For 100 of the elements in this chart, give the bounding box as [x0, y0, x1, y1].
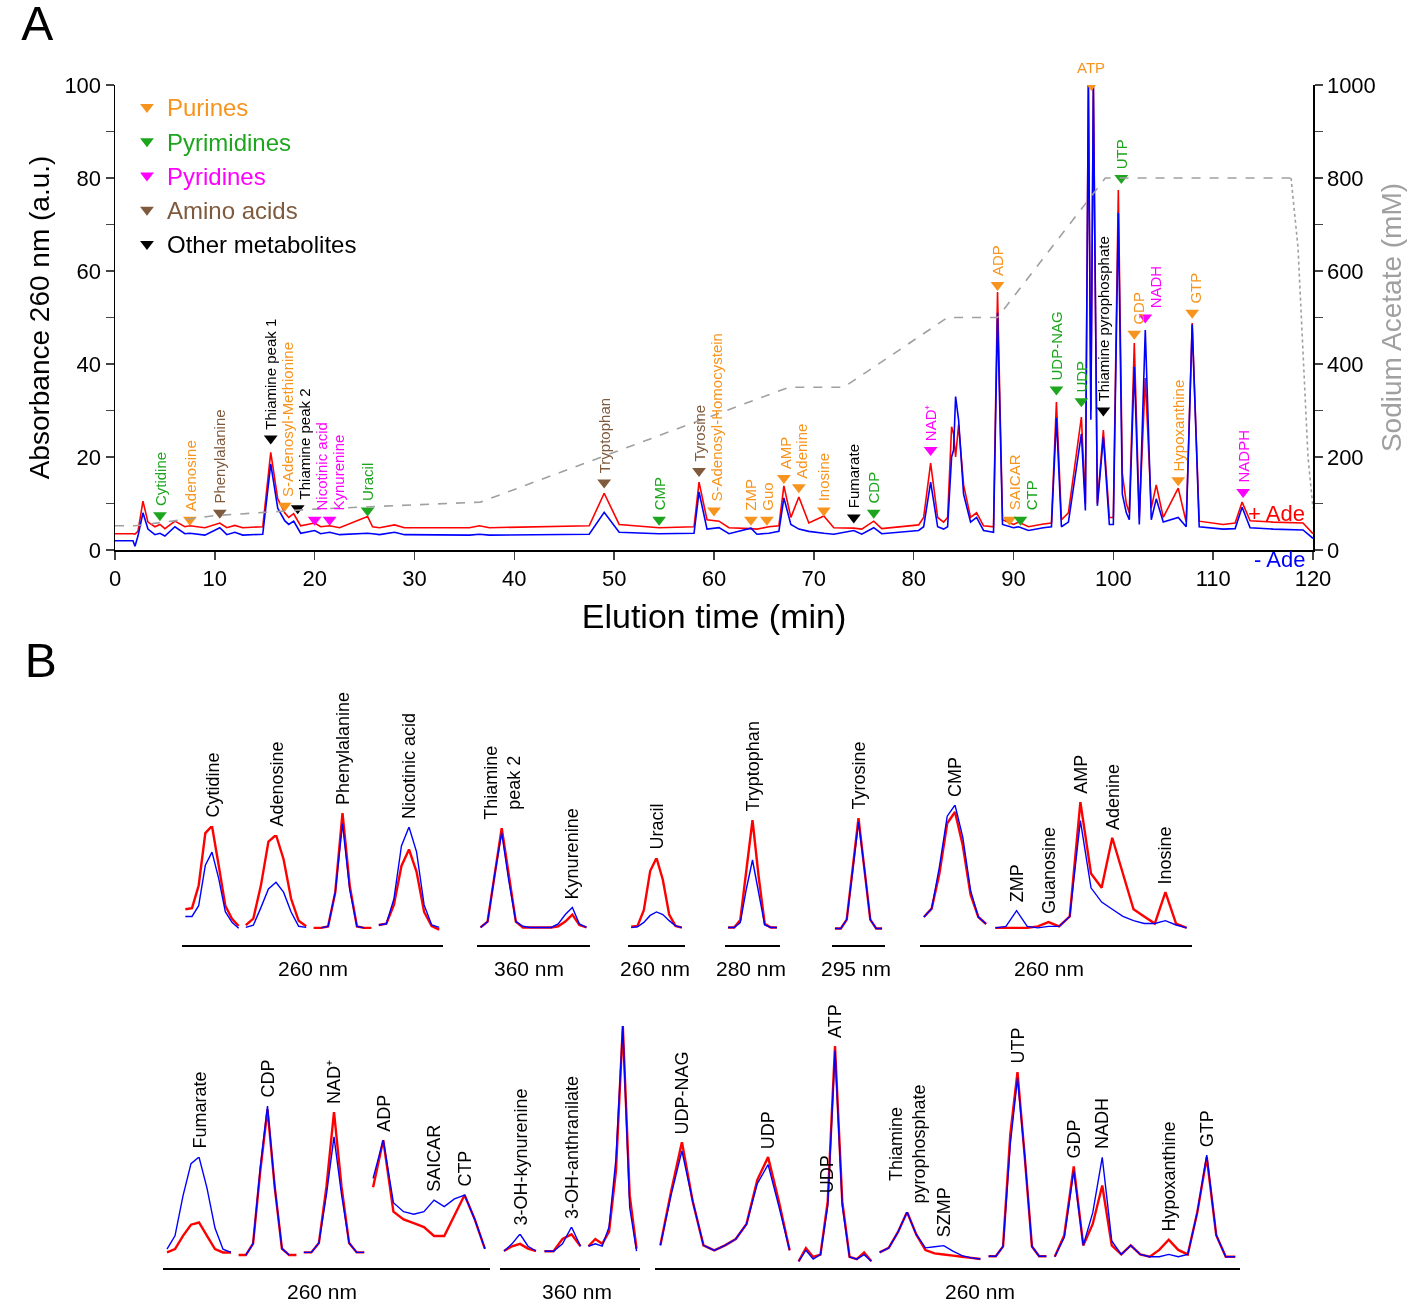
x-axis-title: 295 nm [821, 957, 892, 980]
x-tick-label: 90 [1001, 565, 1026, 591]
text: NADH [1092, 1097, 1113, 1150]
x-tick-label: 20 [302, 565, 327, 591]
x-axis-title: 360 nm [494, 957, 565, 980]
x-tick-label: 30 [402, 565, 427, 591]
annotation: Kynurenine [562, 808, 583, 900]
data-label: CDP [864, 471, 882, 504]
data-label: Kynurenine [329, 434, 347, 511]
annotation: UDP [817, 1155, 838, 1194]
data-label: Inosine [815, 452, 833, 502]
data-label: Tryptophan [596, 397, 614, 474]
annotation: Hypoxanthine [1159, 1121, 1179, 1232]
y-axis-title: Absorbance 260 nm (a.u.) [24, 155, 56, 480]
data-label: Thiamine pyrophosphate [1095, 236, 1113, 402]
y2-tick-label: 1000 [1326, 72, 1376, 98]
data-label: Hypoxanthine [1169, 379, 1187, 472]
y-tick-label: 0 [88, 537, 102, 563]
annotation: SAICAR [424, 1124, 445, 1192]
x-tick-label: 60 [701, 565, 727, 591]
text: GTP [1197, 1110, 1218, 1148]
legend-label: Pyridines [166, 162, 266, 190]
annotation: CTP [454, 1150, 475, 1187]
annotation: GDP [1063, 1119, 1084, 1159]
text: AMP [1070, 754, 1091, 794]
data-label: Adenine [793, 423, 811, 479]
data-label: Nicotinic acid [312, 422, 330, 511]
x-axis-title: 280 nm [716, 957, 787, 980]
x-axis-title: 260 nm [945, 1280, 1016, 1303]
data-label: UDP [1073, 360, 1091, 393]
x-tick-label: 80 [901, 565, 926, 591]
x-tick-label: 70 [801, 565, 827, 591]
data-label: CMP [650, 477, 668, 511]
data-label: Tyrosine [690, 404, 708, 462]
y2-tick-label: 400 [1326, 351, 1364, 377]
data-label: NAD⁺ [922, 404, 940, 442]
annotation: Inosine [1155, 826, 1176, 885]
legend-label: Amino acids [166, 197, 298, 225]
text: Tyrosine [848, 741, 869, 810]
data-label: Fumarate [845, 444, 863, 509]
y2-tick-label: 200 [1326, 444, 1364, 470]
text: NAD⁺ [324, 1059, 344, 1104]
x-tick-label: 100 [1094, 565, 1132, 591]
text: Adenosine [266, 741, 287, 827]
y2-tick-label: 0 [1326, 537, 1340, 563]
text: 3-OH-anthranilate [562, 1075, 582, 1219]
x-tick-label: 50 [601, 565, 627, 591]
text: Uracil [646, 803, 667, 850]
text: Phenylalanine [333, 691, 353, 805]
text: ADP [373, 1094, 394, 1132]
text: Nicotinic acid [399, 712, 419, 819]
x-tick-label: 10 [202, 565, 228, 591]
data-label: S-Adenosyl-Methionine [279, 341, 297, 498]
x-axis-title: 260 nm [287, 1280, 358, 1303]
x-axis-title: 260 nm [1014, 957, 1085, 980]
data-label: NADPH [1234, 429, 1252, 483]
data-label: CTP [1022, 480, 1040, 511]
text: ATP [825, 1004, 845, 1038]
text: Tryptophan [742, 721, 763, 812]
text: Thiamine pyrophosphate [885, 1084, 929, 1204]
data-label: ADP [989, 245, 1007, 276]
data-label: Cytidine [151, 451, 169, 507]
x-tick-label: 40 [502, 565, 527, 591]
annotation: Adenine [1102, 763, 1123, 831]
text: UTP [1007, 1027, 1028, 1064]
text: CMP [945, 757, 965, 797]
annotation: SZMP [934, 1187, 955, 1238]
text: Thiamine peak 2 [480, 745, 525, 820]
y2-tick-label: 800 [1326, 165, 1364, 191]
x-tick-label: 0 [108, 565, 122, 591]
data-label: ZMP [742, 479, 760, 511]
text: CDP [257, 1059, 278, 1098]
data-label: AMP [776, 436, 794, 470]
x-axis-title: 360 nm [542, 1280, 613, 1303]
data-label: Uracil [359, 462, 377, 502]
data-label: NADH [1147, 265, 1165, 309]
data-label: SAICAR [1005, 454, 1023, 511]
x-axis-title: 260 nm [278, 957, 349, 980]
annotation: ZMP [1006, 864, 1027, 903]
y-tick-label: 60 [76, 258, 102, 284]
data-label: Thiamine peak 1 [261, 318, 279, 430]
legend-label: Other metabolites [166, 231, 357, 259]
y-tick-label: 100 [64, 72, 102, 98]
data-label: Phenylalanine [211, 409, 229, 504]
data-label: GTP [1186, 272, 1204, 304]
x-axis-title: Elution time (min) [581, 596, 847, 635]
text: Cytidine [202, 752, 223, 818]
chart-title: B [24, 634, 57, 688]
data-label: S-Adenosyl-Homocystein [707, 333, 725, 502]
legend-label: Purines [166, 94, 249, 122]
y-tick-label: 80 [76, 165, 102, 191]
legend-label: Pyrimidines [166, 128, 292, 156]
chart-title: A [21, 0, 54, 50]
text: Fumarate [189, 1071, 210, 1149]
data-label: Adenosine [181, 440, 199, 512]
y2-tick-label: 600 [1326, 258, 1364, 284]
data-label: GDP [1130, 292, 1148, 325]
data-label: Thiamine peak 2 [296, 388, 314, 500]
annotation: Guanosine [1038, 827, 1059, 915]
data-label: Guo [759, 482, 777, 511]
